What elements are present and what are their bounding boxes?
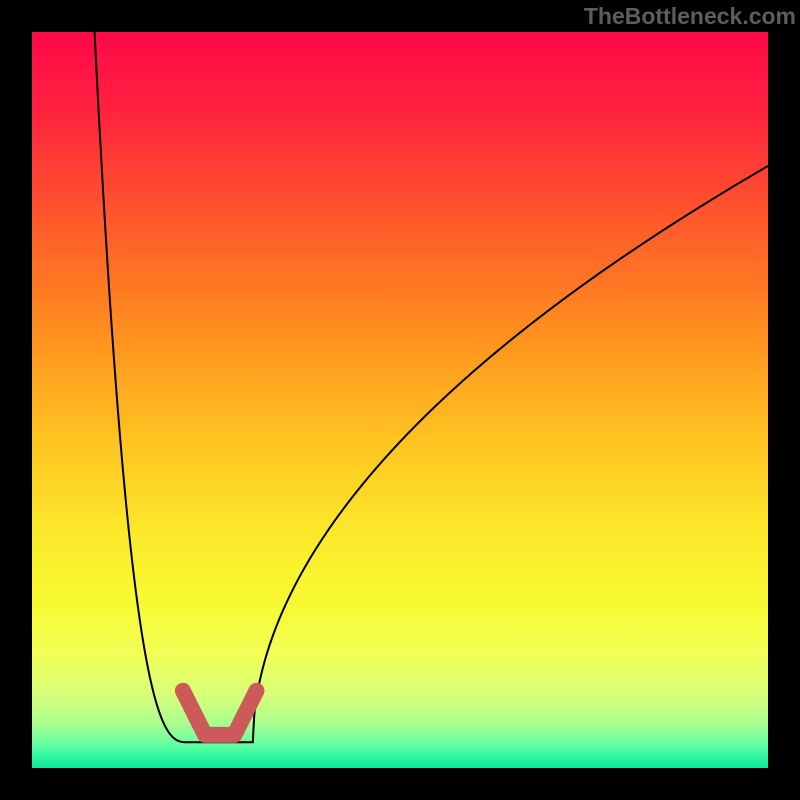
- gradient-background: [32, 32, 768, 768]
- watermark-text: TheBottleneck.com: [584, 3, 796, 30]
- chart-frame: TheBottleneck.com: [0, 0, 800, 800]
- plot-area: [32, 32, 768, 768]
- chart-svg: [32, 32, 768, 768]
